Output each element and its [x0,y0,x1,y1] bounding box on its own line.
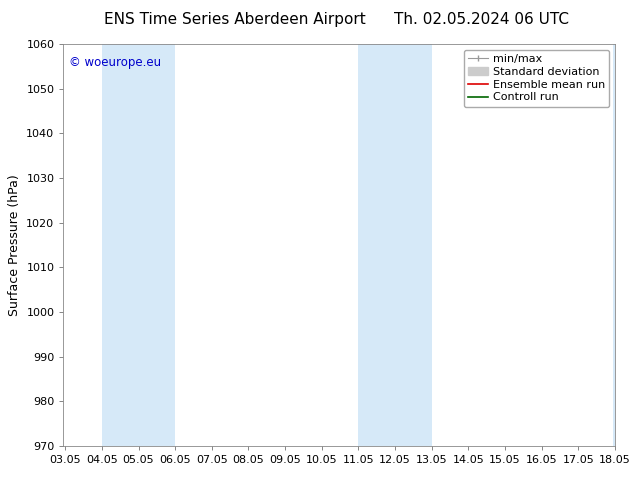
Text: ENS Time Series Aberdeen Airport: ENS Time Series Aberdeen Airport [104,12,365,27]
Y-axis label: Surface Pressure (hPa): Surface Pressure (hPa) [8,174,21,316]
Legend: min/max, Standard deviation, Ensemble mean run, Controll run: min/max, Standard deviation, Ensemble me… [464,49,609,107]
Bar [613,44,615,446]
Bar [358,44,432,446]
Bar [102,44,175,446]
Text: © woeurope.eu: © woeurope.eu [69,56,161,69]
Text: Th. 02.05.2024 06 UTC: Th. 02.05.2024 06 UTC [394,12,569,27]
